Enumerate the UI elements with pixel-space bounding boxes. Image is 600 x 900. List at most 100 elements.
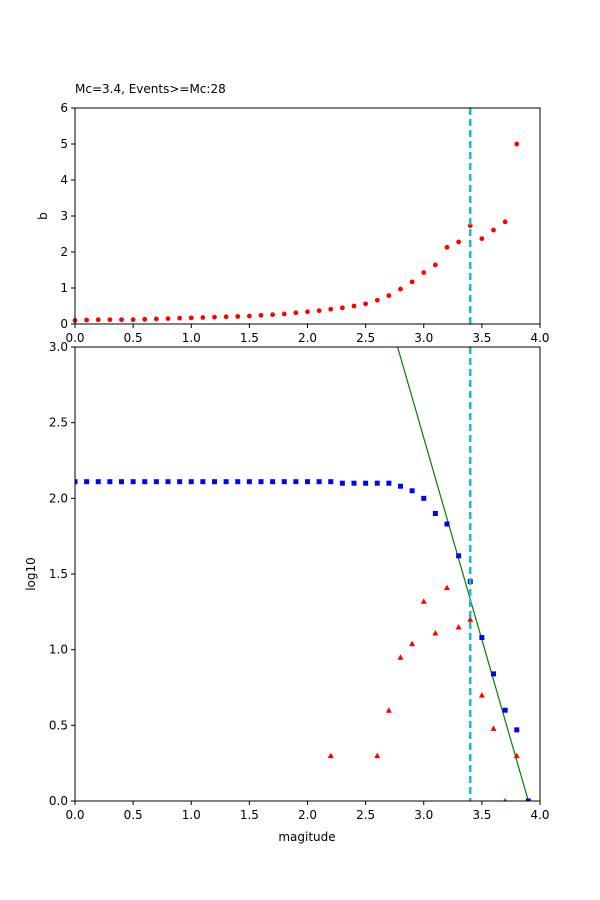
top-xtick-label: 3.0 bbox=[414, 331, 433, 345]
fit-line-segment bbox=[396, 347, 529, 801]
top-ytick-label: 6 bbox=[60, 101, 68, 115]
cumulative-point bbox=[363, 480, 369, 486]
top-axes-frame bbox=[74, 107, 541, 325]
b-value-point bbox=[502, 219, 508, 225]
cumulative-point bbox=[305, 479, 310, 485]
bottom-ytick-label: 3.0 bbox=[49, 340, 68, 354]
b-value-point bbox=[316, 308, 322, 314]
bottom-xtick-label: 1.0 bbox=[182, 808, 201, 822]
top-y-ticks: 0 1 2 3 4 5 6 bbox=[60, 101, 75, 331]
noncumulative-point bbox=[478, 692, 485, 698]
cumulative-point bbox=[398, 483, 403, 489]
cumulative-point bbox=[270, 479, 276, 485]
b-value-point bbox=[188, 315, 194, 321]
cumulative-point bbox=[339, 480, 345, 486]
cumulative-point bbox=[479, 635, 485, 641]
b-value-point bbox=[212, 314, 217, 320]
cumulative-point bbox=[328, 479, 334, 485]
cumulative-point bbox=[281, 479, 287, 485]
fit-line bbox=[396, 347, 529, 801]
cumulative-point bbox=[491, 671, 496, 677]
cumulative-point bbox=[316, 479, 322, 485]
bottom-ytick-label: 0.5 bbox=[49, 718, 68, 732]
cumulative-point bbox=[432, 510, 438, 516]
top-xtick-label: 4.0 bbox=[530, 331, 549, 345]
top-xtick-label: 0.5 bbox=[124, 331, 143, 345]
b-value-point bbox=[432, 262, 438, 268]
noncumulative-points bbox=[327, 584, 520, 801]
cumulative-point bbox=[177, 479, 183, 485]
b-value-point bbox=[119, 317, 124, 323]
b-value-point bbox=[456, 239, 462, 245]
bottom-ytick-label: 1.0 bbox=[49, 643, 68, 657]
cumulative-point bbox=[421, 495, 427, 501]
bottom-xtick-label: 1.5 bbox=[240, 808, 259, 822]
b-value-point bbox=[351, 303, 357, 309]
top-ytick-label: 3 bbox=[60, 209, 68, 223]
bottom-ytick-label: 2.5 bbox=[49, 416, 68, 430]
cumulative-point bbox=[374, 480, 380, 486]
b-value-point bbox=[293, 310, 299, 316]
b-value-point bbox=[153, 316, 159, 322]
cumulative-point bbox=[293, 479, 299, 485]
bottom-ytick-label: 2.0 bbox=[49, 491, 68, 505]
b-value-point bbox=[339, 305, 345, 311]
bottom-y-axis-label: log10 bbox=[24, 557, 38, 591]
b-value-point bbox=[281, 311, 287, 317]
cumulative-point bbox=[409, 488, 415, 494]
bottom-x-axis-label: magitude bbox=[278, 830, 335, 844]
cumulative-point bbox=[351, 480, 357, 486]
cumulative-point bbox=[95, 479, 101, 485]
bottom-xtick-label: 0.5 bbox=[124, 808, 143, 822]
cumulative-point bbox=[258, 479, 264, 485]
noncumulative-point bbox=[444, 584, 450, 591]
noncumulative-point bbox=[374, 752, 381, 759]
cumulative-point bbox=[119, 479, 124, 485]
magnitude-panel: 0.0 0.5 1.0 1.5 2.0 2.5 3.0 3.5 4.0 0.0 0.5 1.0 1.5… bbox=[24, 340, 550, 844]
b-value-point bbox=[491, 227, 496, 233]
b-value-point bbox=[363, 301, 369, 307]
top-ytick-label: 1 bbox=[60, 281, 68, 295]
bottom-xtick-label: 0.0 bbox=[65, 808, 84, 822]
top-xtick-label: 2.5 bbox=[356, 331, 375, 345]
bottom-x-ticks: 0.0 0.5 1.0 1.5 2.0 2.5 3.0 3.5 4.0 bbox=[65, 801, 550, 822]
bottom-xtick-label: 2.0 bbox=[298, 808, 317, 822]
b-value-panel: 0.0 0.5 1.0 1.5 2.0 2.5 3.0 3.5 4.0 0 1 2 3 4 5 6 Mc=3… bbox=[36, 82, 550, 345]
b-value-point bbox=[374, 297, 380, 303]
b-value-point bbox=[386, 293, 392, 298]
noncumulative-point bbox=[409, 640, 416, 647]
noncumulative-point bbox=[420, 598, 427, 604]
top-ytick-label: 2 bbox=[60, 245, 68, 259]
top-xtick-label: 1.5 bbox=[240, 331, 259, 345]
cumulative-point bbox=[444, 521, 450, 527]
b-value-point bbox=[328, 306, 334, 312]
noncumulative-point bbox=[385, 707, 392, 713]
noncumulative-point bbox=[513, 752, 520, 759]
b-value-point bbox=[165, 316, 171, 321]
bottom-ytick-label: 0.0 bbox=[49, 794, 68, 808]
b-value-point bbox=[142, 316, 148, 322]
b-value-point bbox=[258, 312, 264, 318]
b-value-point bbox=[514, 141, 520, 147]
bottom-ytick-label: 1.5 bbox=[49, 567, 68, 581]
top-ytick-label: 0 bbox=[60, 317, 68, 331]
cumulative-point bbox=[386, 480, 392, 486]
b-value-point bbox=[130, 317, 136, 323]
b-value-point bbox=[95, 317, 101, 323]
b-value-point bbox=[398, 286, 403, 292]
cumulative-point bbox=[188, 479, 194, 485]
cumulative-point bbox=[223, 479, 229, 485]
top-chart-title: Mc=3.4, Events>=Mc:28 bbox=[75, 82, 226, 96]
b-value-point bbox=[246, 313, 252, 319]
b-value-point bbox=[107, 317, 113, 323]
cumulative-point bbox=[525, 798, 531, 801]
b-value-points bbox=[72, 141, 520, 323]
b-value-point bbox=[235, 314, 241, 319]
b-value-point bbox=[177, 315, 183, 321]
top-ytick-label: 5 bbox=[60, 137, 68, 151]
top-xtick-label: 1.0 bbox=[182, 331, 201, 345]
b-value-point bbox=[409, 279, 415, 285]
cumulative-point bbox=[165, 479, 171, 485]
cumulative-point bbox=[246, 479, 252, 485]
